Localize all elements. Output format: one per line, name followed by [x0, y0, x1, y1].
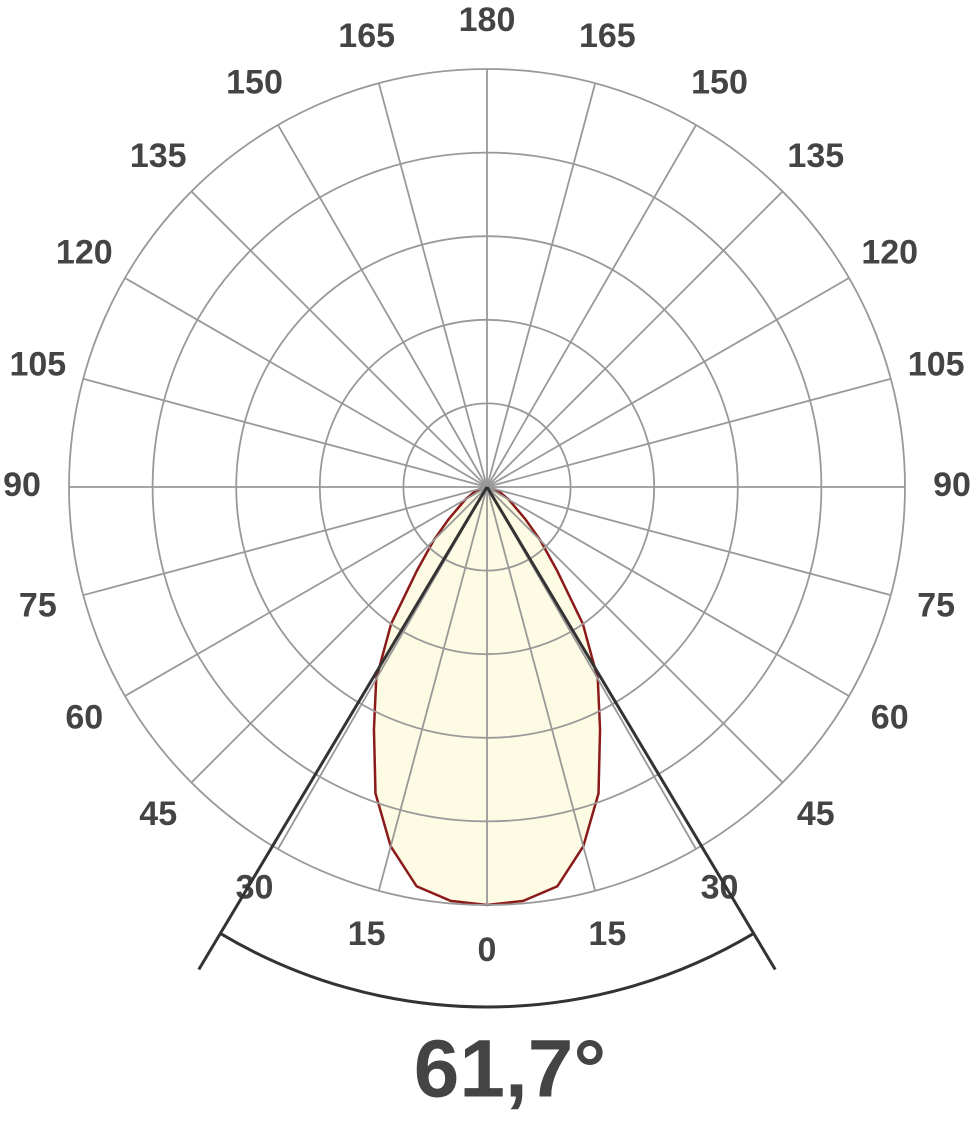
angle-tick-label: 120: [861, 233, 918, 271]
grid-spoke: [277, 124, 488, 488]
angle-tick-label: 75: [19, 586, 57, 624]
angle-tick-label: 150: [226, 63, 283, 101]
angle-tick-label: 60: [871, 698, 909, 736]
grid-spoke: [377, 83, 488, 488]
grid-spoke: [486, 377, 891, 488]
angle-tick-label: 45: [139, 795, 177, 833]
angle-tick-label: 0: [478, 931, 497, 969]
grid-spoke: [486, 190, 784, 488]
angle-tick-label: 180: [459, 1, 516, 39]
angle-tick-label: 165: [338, 17, 395, 55]
angle-tick-label: 75: [917, 586, 955, 624]
angle-tick-label: 90: [3, 466, 41, 504]
angle-tick-label: 105: [908, 346, 965, 384]
beam-line: [197, 486, 489, 971]
beam-line: [485, 486, 777, 971]
beam-angle-label: 61,7°: [414, 1024, 606, 1115]
grid-spoke: [377, 486, 488, 891]
angle-tick-label: 15: [588, 915, 626, 953]
grid-spoke: [124, 486, 488, 697]
grid-spoke: [190, 486, 488, 784]
grid-spoke: [486, 124, 697, 488]
grid-spoke: [83, 377, 488, 488]
grid-spoke: [190, 190, 488, 488]
angle-tick-label: 120: [56, 233, 113, 271]
grid-spoke: [486, 486, 597, 891]
angle-tick-label: 150: [691, 63, 748, 101]
grid-spoke: [486, 83, 597, 488]
grid-spoke: [486, 486, 891, 597]
angle-tick-label: 165: [579, 17, 636, 55]
angle-tick-label: 45: [797, 795, 835, 833]
angle-tick-label: 15: [348, 915, 386, 953]
beam-arc: [219, 932, 755, 1009]
grid-spoke: [486, 486, 850, 697]
angle-tick-label: 90: [933, 466, 971, 504]
grid-spoke: [486, 277, 850, 488]
grid-spoke: [83, 486, 488, 597]
grid-spoke: [486, 486, 784, 784]
angle-tick-label: 60: [65, 698, 103, 736]
grid-spoke: [124, 277, 488, 488]
angle-tick-label: 135: [787, 137, 844, 175]
angle-tick-label: 105: [9, 346, 66, 384]
angle-tick-label: 135: [130, 137, 187, 175]
